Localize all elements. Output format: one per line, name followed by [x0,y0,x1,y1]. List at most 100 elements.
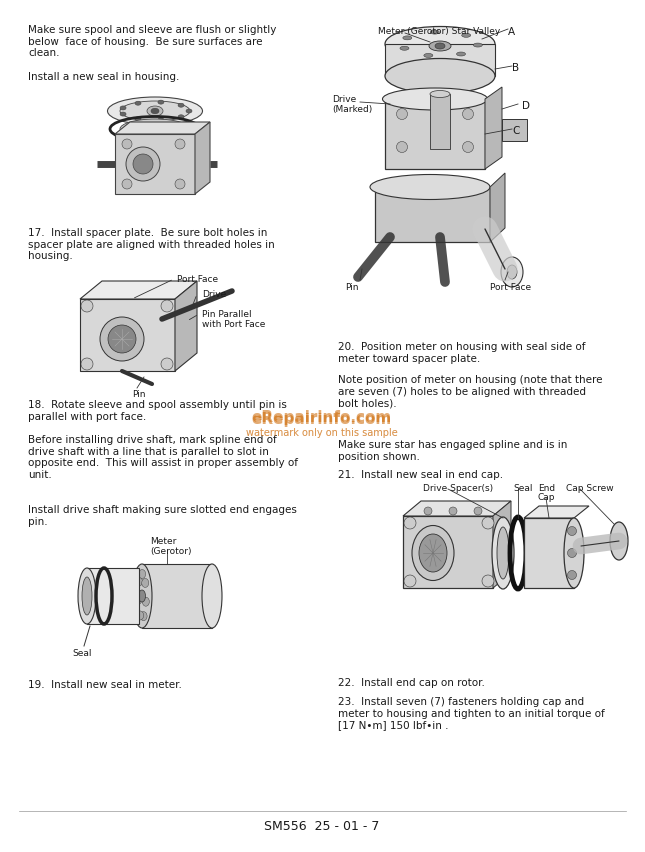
Text: 21.  Install new seal in end cap.: 21. Install new seal in end cap. [338,469,503,480]
Circle shape [175,140,185,150]
Text: End: End [538,483,555,492]
Ellipse shape [430,31,439,35]
Text: Before installing drive shaft, mark spline end of
drive shaft with a line that i: Before installing drive shaft, mark spli… [28,435,298,479]
Ellipse shape [564,518,584,589]
Ellipse shape [501,257,523,288]
Text: Make sure star has engaged spline and is in
position shown.: Make sure star has engaged spline and is… [338,440,568,461]
Text: D: D [522,101,530,111]
Text: Seal: Seal [72,648,92,657]
Ellipse shape [473,44,482,48]
Text: Port Face: Port Face [490,283,531,291]
Ellipse shape [403,37,412,41]
Ellipse shape [497,527,509,579]
Circle shape [462,109,473,120]
Text: Pin: Pin [132,389,146,399]
Ellipse shape [462,34,471,38]
Text: eRepairinfo.com: eRepairinfo.com [252,412,392,427]
Ellipse shape [430,91,450,98]
Ellipse shape [186,110,192,114]
Text: B: B [512,63,519,73]
Ellipse shape [435,44,445,50]
Ellipse shape [120,113,126,117]
Circle shape [568,571,577,580]
FancyBboxPatch shape [385,45,495,77]
Circle shape [133,155,153,175]
Ellipse shape [382,89,488,111]
Ellipse shape [492,517,514,590]
Polygon shape [493,502,511,589]
Ellipse shape [178,116,184,119]
Polygon shape [175,282,197,371]
FancyBboxPatch shape [80,300,175,371]
Ellipse shape [78,568,96,625]
FancyBboxPatch shape [142,564,212,628]
Ellipse shape [385,60,495,95]
Ellipse shape [178,104,184,108]
Polygon shape [115,123,210,135]
FancyBboxPatch shape [385,100,485,170]
Text: 23.  Install seven (7) fasteners holding cap and
meter to housing and tighten to: 23. Install seven (7) fasteners holding … [338,696,605,729]
Text: 22.  Install end cap on rotor.: 22. Install end cap on rotor. [338,677,485,688]
Text: Pin: Pin [345,283,359,291]
Polygon shape [485,88,502,170]
FancyBboxPatch shape [403,516,493,589]
Ellipse shape [108,98,203,126]
Ellipse shape [120,120,190,140]
Ellipse shape [120,106,126,111]
Text: 20.  Position meter on housing with seal side of
meter toward spacer plate.: 20. Position meter on housing with seal … [338,342,586,363]
Text: Meter: Meter [150,537,176,545]
Ellipse shape [457,53,466,57]
Ellipse shape [419,534,447,573]
Ellipse shape [142,579,149,588]
Ellipse shape [137,611,144,620]
Circle shape [161,359,173,371]
FancyBboxPatch shape [502,120,527,141]
Ellipse shape [412,526,454,581]
Text: Port Face: Port Face [177,274,218,284]
Circle shape [397,142,408,153]
Ellipse shape [147,106,163,117]
Circle shape [449,508,457,515]
Ellipse shape [429,42,451,52]
Text: Cap Screw: Cap Screw [566,483,613,492]
Text: Drive: Drive [202,290,226,299]
Circle shape [404,517,416,529]
FancyBboxPatch shape [87,568,139,625]
Ellipse shape [135,102,141,106]
Ellipse shape [507,266,517,279]
Ellipse shape [135,118,141,122]
Text: Drive Spacer(s): Drive Spacer(s) [423,483,493,492]
Circle shape [404,575,416,587]
Text: (Gerotor): (Gerotor) [150,546,192,556]
Ellipse shape [120,102,190,122]
Polygon shape [490,174,505,243]
Ellipse shape [143,597,150,607]
Polygon shape [403,502,511,516]
Ellipse shape [135,578,143,586]
Circle shape [568,549,577,558]
Ellipse shape [139,570,146,579]
Circle shape [424,508,432,515]
Circle shape [568,527,577,536]
Circle shape [397,109,408,120]
Text: watermark only on this sample: watermark only on this sample [246,428,398,437]
Circle shape [122,180,132,190]
Circle shape [474,508,482,515]
Text: A: A [508,27,515,37]
FancyBboxPatch shape [430,95,450,150]
Circle shape [108,325,136,354]
Ellipse shape [82,578,92,615]
Text: Seal: Seal [513,483,533,492]
Text: Cap: Cap [538,492,555,502]
Text: Make sure spool and sleeve are flush or slightly
below  face of housing.  Be sur: Make sure spool and sleeve are flush or … [28,25,276,58]
Circle shape [482,517,494,529]
FancyBboxPatch shape [375,187,490,243]
Circle shape [126,148,160,181]
Ellipse shape [202,564,222,628]
Ellipse shape [158,101,164,105]
Text: eRepairinfo.com: eRepairinfo.com [252,410,392,424]
Ellipse shape [158,118,164,123]
FancyBboxPatch shape [524,518,574,589]
Circle shape [482,575,494,587]
Circle shape [161,301,173,313]
